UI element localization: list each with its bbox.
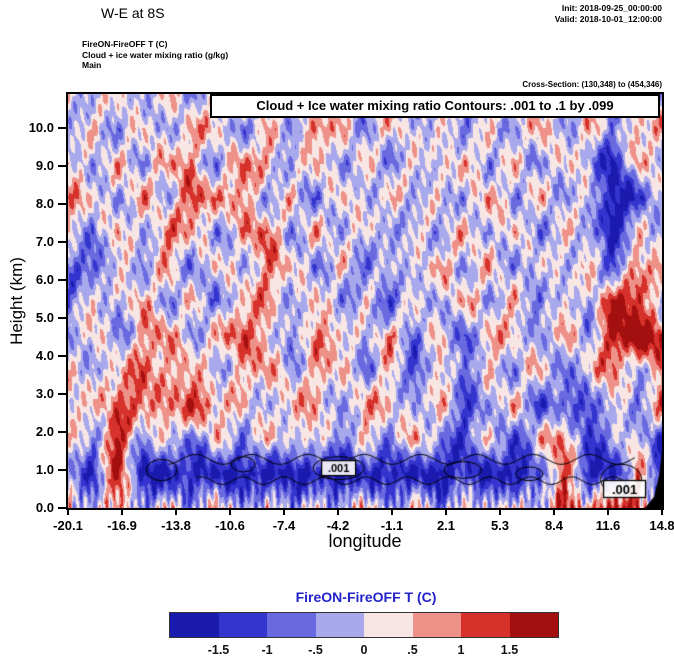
y-axis-label: Height (km): [7, 257, 26, 345]
y-axis-tick: [58, 431, 66, 433]
x-axis-tick: [445, 508, 447, 515]
x-axis-label: longitude: [328, 531, 402, 551]
x-axis-tick: [499, 508, 501, 515]
y-tick-label: 3.0: [35, 386, 54, 401]
field-legend: FireON-FireOFF T (C) Cloud + ice water m…: [82, 39, 228, 71]
x-tick-label: -4.2: [326, 518, 350, 533]
x-tick-label: -20.1: [53, 518, 83, 533]
y-axis-tick: [58, 241, 66, 243]
y-tick-label: 1.0: [35, 462, 54, 477]
x-axis-tick: [661, 508, 663, 515]
x-axis-tick: [337, 508, 339, 515]
colorbar-segment-0: [170, 613, 219, 637]
x-axis-tick: [67, 508, 69, 515]
x-axis-tick: [121, 508, 123, 515]
y-tick-label: 2.0: [35, 424, 54, 439]
colorbar: [169, 612, 559, 638]
x-axis-tick: [283, 508, 285, 515]
x-axis-tick: [607, 508, 609, 515]
colorbar-tick-label: 1.5: [500, 643, 519, 657]
y-tick-label: 8.0: [35, 196, 54, 211]
y-axis-tick: [58, 393, 66, 395]
cross-section-coordinates: Cross-Section: (130,348) to (454,346): [522, 80, 662, 89]
y-tick-label: 9.0: [35, 158, 54, 173]
colorbar-segment-2: [267, 613, 316, 637]
y-axis-tick: [58, 203, 66, 205]
y-axis-tick: [58, 469, 66, 471]
y-tick-label: 7.0: [35, 234, 54, 249]
field-name-contoured: Cloud + ice water mixing ratio (g/kg): [82, 49, 229, 60]
x-tick-label: 8.4: [544, 518, 564, 533]
x-tick-label: -1.1: [380, 518, 404, 533]
colorbar-segment-4: [364, 613, 413, 637]
domain-name: Main: [82, 60, 102, 70]
colorbar-segment-6: [461, 613, 510, 637]
y-tick-label: 0.0: [35, 500, 54, 515]
x-tick-label: 2.1: [436, 518, 456, 533]
y-axis-tick: [58, 317, 66, 319]
colorbar-segment-3: [315, 613, 364, 637]
y-axis-tick: [58, 507, 66, 509]
x-axis-tick: [391, 508, 393, 515]
page-title: W-E at 8S: [101, 5, 165, 21]
x-tick-label: 11.6: [595, 518, 621, 533]
y-tick-label: 4.0: [35, 348, 54, 363]
x-tick-label: -7.4: [272, 518, 296, 533]
colorbar-segment-5: [412, 613, 461, 637]
x-tick-label: 5.3: [490, 518, 510, 533]
x-axis-tick: [553, 508, 555, 515]
y-axis-tick: [58, 355, 66, 357]
y-axis-tick: [58, 127, 66, 129]
y-axis-tick: [58, 165, 66, 167]
colorbar-tick-label: -.5: [308, 643, 323, 657]
model-time-stamp: Init: 2018-09-25_00:00:00 Valid: 2018-10…: [555, 3, 662, 24]
colorbar-tick-label: 0: [360, 643, 368, 657]
colorbar-segment-1: [218, 613, 267, 637]
y-tick-label: 5.0: [35, 310, 54, 325]
temperature-difference-field: [68, 94, 662, 508]
contour-info-box: Cloud + Ice water mixing ratio Contours:…: [210, 94, 660, 118]
y-tick-label: 6.0: [35, 272, 54, 287]
field-name-shaded: FireON-FireOFF T (C): [82, 39, 168, 49]
init-time: Init: 2018-09-25_00:00:00: [561, 3, 662, 13]
x-tick-label: -13.8: [161, 518, 191, 533]
x-axis-tick: [175, 508, 177, 515]
colorbar-segment-7: [509, 613, 558, 637]
y-tick-label: 10.0: [28, 120, 54, 135]
colorbar-tick-label: 1: [457, 643, 465, 657]
colorbar-tick-label: .5: [407, 643, 418, 657]
colorbar-tick-label: -1: [261, 643, 273, 657]
x-tick-label: -10.6: [215, 518, 245, 533]
y-axis-tick: [58, 279, 66, 281]
colorbar-title: FireON-FireOFF T (C): [295, 589, 437, 605]
x-tick-label: -16.9: [107, 518, 137, 533]
valid-time: Valid: 2018-10-01_12:00:00: [554, 13, 662, 24]
plot-frame: Cloud + Ice water mixing ratio Contours:…: [29, 92, 674, 533]
x-axis-tick: [229, 508, 231, 515]
x-tick-label: 14.8: [649, 518, 674, 533]
colorbar-tick-label: -1.5: [207, 643, 230, 657]
